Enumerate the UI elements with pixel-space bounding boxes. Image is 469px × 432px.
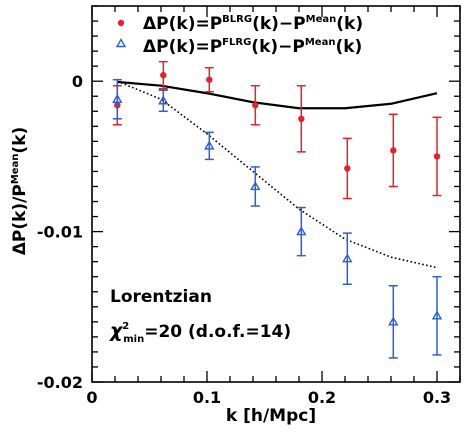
legend: ΔP(k)=PBLRG(k)−PMean(k) ΔP(k)=PFLRG(k)−P…	[115, 14, 363, 57]
x-tick-label: 0.2	[308, 388, 336, 407]
data-point-blrg	[160, 71, 167, 79]
data-point-blrg	[298, 115, 305, 123]
model-curves	[116, 80, 438, 269]
data-point-blrg	[390, 147, 397, 154]
legend-marker-blrg	[117, 19, 125, 27]
model-curve-solid	[117, 80, 438, 110]
legend-marker-flrg	[115, 38, 127, 48]
y-tick-label: -0.02	[37, 373, 83, 392]
data-point-flrg	[112, 93, 123, 103]
data-point-blrg	[344, 165, 351, 172]
data-point-blrg	[433, 153, 441, 160]
data-point-flrg	[296, 226, 307, 236]
data-point-flrg	[342, 253, 353, 263]
data-point-flrg	[388, 316, 399, 326]
model-label: Lorentzian	[110, 287, 212, 307]
x-axis-title: k [h/Mpc]	[226, 406, 316, 426]
x-tick-label: 0.3	[423, 388, 451, 407]
data-point-blrg	[206, 76, 213, 83]
chi-square-label: χ2 min=20 (d.o.f.=14)	[109, 320, 291, 345]
legend-label-flrg: ΔP(k)=PFLRG(k)−PMean(k)	[143, 37, 362, 57]
model-curve-dotted	[116, 80, 438, 269]
x-tick-label: 0.1	[193, 388, 221, 407]
data-points	[112, 60, 443, 359]
data-point-blrg	[252, 102, 259, 109]
y-tick-label: -0.01	[37, 223, 83, 242]
y-axis-title: ΔP(k)/PMean(k)	[10, 127, 30, 256]
y-tick-label: 0	[72, 72, 83, 91]
data-point-flrg	[250, 181, 261, 191]
data-point-flrg	[431, 310, 443, 320]
data-point-flrg	[204, 140, 215, 150]
legend-label-blrg: ΔP(k)=PBLRG(k)−PMean(k)	[143, 14, 363, 34]
data-point-flrg	[158, 95, 169, 105]
x-tick-label: 0	[86, 388, 97, 407]
axis-ticks: 0 0.1 0.2 0.3 0 -0.01 -0.02	[37, 5, 461, 407]
